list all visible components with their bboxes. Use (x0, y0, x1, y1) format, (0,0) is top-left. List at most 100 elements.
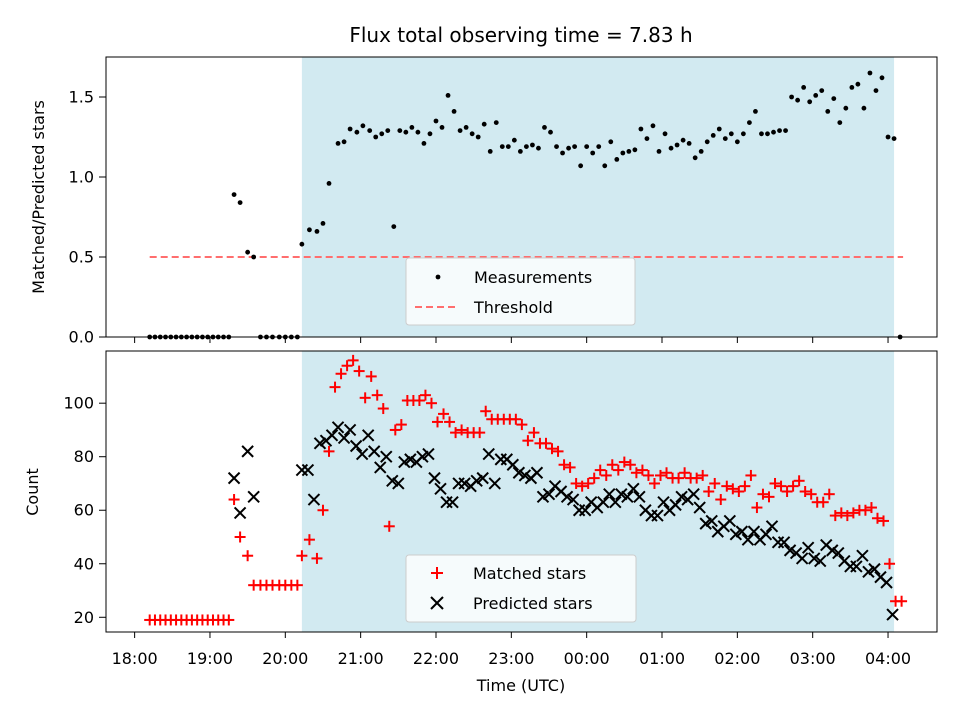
measurement-point (849, 85, 855, 90)
matched-star-point (303, 534, 315, 546)
measurement-point (481, 121, 487, 127)
matched-star-point (528, 427, 540, 439)
predicted-star-point (578, 504, 592, 517)
measurement-point (747, 120, 752, 125)
measurement-point (335, 141, 341, 146)
measurement-point (656, 149, 662, 154)
matched-star-point (600, 469, 612, 481)
matched-star-point (558, 459, 570, 471)
top-x-axis-ticks (134, 337, 889, 343)
measurement-point (373, 134, 379, 140)
measurement-point (475, 134, 481, 140)
measurement-point (740, 131, 746, 137)
top-y-axis-ticks: 0.0 0.5 1.0 1.5 (69, 88, 106, 347)
matched-star-point (576, 480, 588, 492)
measurement-point (668, 145, 674, 151)
predicted-star-point (428, 471, 441, 485)
measurement-point (795, 97, 801, 103)
matched-star-point (697, 469, 709, 481)
matched-star-point (787, 480, 799, 492)
measurement-point (825, 109, 831, 114)
matched-star-point (341, 360, 353, 372)
chart-title: Flux total observing time = 7.83 h (349, 23, 692, 47)
measurement-point (572, 144, 578, 150)
x-axis-label: Time (UTC) (476, 676, 565, 695)
matched-star-point (540, 437, 552, 449)
measurement-point (843, 105, 849, 111)
matched-star-point (522, 435, 534, 447)
predicted-star-point (747, 525, 761, 538)
matched-star-point (234, 531, 246, 543)
measurement-point (837, 120, 843, 125)
measurement-point (686, 141, 692, 146)
measurement-point (354, 129, 360, 135)
matched-star-point (655, 469, 667, 481)
measurement-point (451, 109, 457, 114)
predicted-star-point (687, 487, 700, 501)
matched-star-point (377, 403, 389, 415)
measurement-point (728, 131, 734, 137)
x-tick-label: 22:00 (413, 649, 459, 668)
matched-star-point (865, 502, 877, 514)
bottom-panel: 20 40 60 80 100 18:00 19:00 20:00 21:00 22:00 23:… (23, 350, 938, 695)
predicted-star-point (307, 493, 321, 506)
measurement-point (626, 149, 632, 154)
predicted-star-point (361, 429, 375, 442)
measurement-point (320, 221, 326, 226)
y-tick-label: 60 (74, 501, 94, 520)
predicted-star-point (482, 447, 495, 461)
measurement-point (722, 136, 728, 142)
matched-star-point (552, 445, 564, 457)
matched-star-point (781, 486, 793, 497)
y-tick-label: 20 (74, 608, 94, 627)
measurement-point (487, 149, 493, 154)
matched-star-point (817, 496, 829, 508)
predicted-star-point (868, 562, 881, 576)
measurement-point (341, 139, 347, 145)
measurement-point (855, 81, 861, 87)
y-tick-label: 1.5 (69, 88, 94, 107)
measurement-point (548, 129, 553, 135)
predicted-star-point (488, 477, 501, 490)
measurement-point (397, 128, 403, 134)
measurement-point (499, 144, 505, 150)
matched-star-point (353, 365, 365, 377)
matched-star-point (371, 389, 383, 401)
predicted-star-point (627, 482, 640, 496)
measurement-point (771, 129, 776, 135)
measurement-point (831, 96, 837, 101)
measurement-point (710, 133, 716, 138)
predicted-star-point (392, 477, 405, 490)
predicted-star-point (331, 421, 345, 434)
measurement-point (314, 229, 320, 234)
predicted-star-point (856, 549, 869, 562)
matched-star-point (474, 427, 486, 439)
predicted-star-point (609, 495, 622, 509)
legend-predicted-marker (430, 596, 444, 610)
measurement-point (554, 144, 559, 150)
measurement-point (505, 144, 511, 150)
measurement-point (385, 128, 391, 134)
predicted-star-point (506, 458, 520, 471)
predicted-star-point (814, 554, 827, 568)
measurement-point (734, 139, 740, 145)
legend-matched-label: Matched stars (473, 564, 586, 583)
measurement-point (891, 136, 897, 142)
predicted-star-point (633, 490, 646, 504)
y-tick-label: 0.5 (69, 248, 94, 267)
predicted-star-point (530, 466, 544, 479)
measurement-point (463, 125, 469, 130)
measurement-point (457, 128, 463, 134)
measurement-point (231, 192, 237, 198)
matched-star-point (323, 445, 335, 457)
measurement-point (807, 99, 813, 105)
matched-star-point (425, 397, 437, 409)
x-tick-label: 18:00 (112, 649, 158, 668)
legend-measurement-marker (435, 274, 441, 280)
matched-star-point (444, 416, 456, 428)
matched-star-point (456, 424, 468, 436)
measurement-point (584, 144, 590, 150)
measurement-point (789, 94, 794, 100)
matched-star-point (612, 464, 624, 476)
